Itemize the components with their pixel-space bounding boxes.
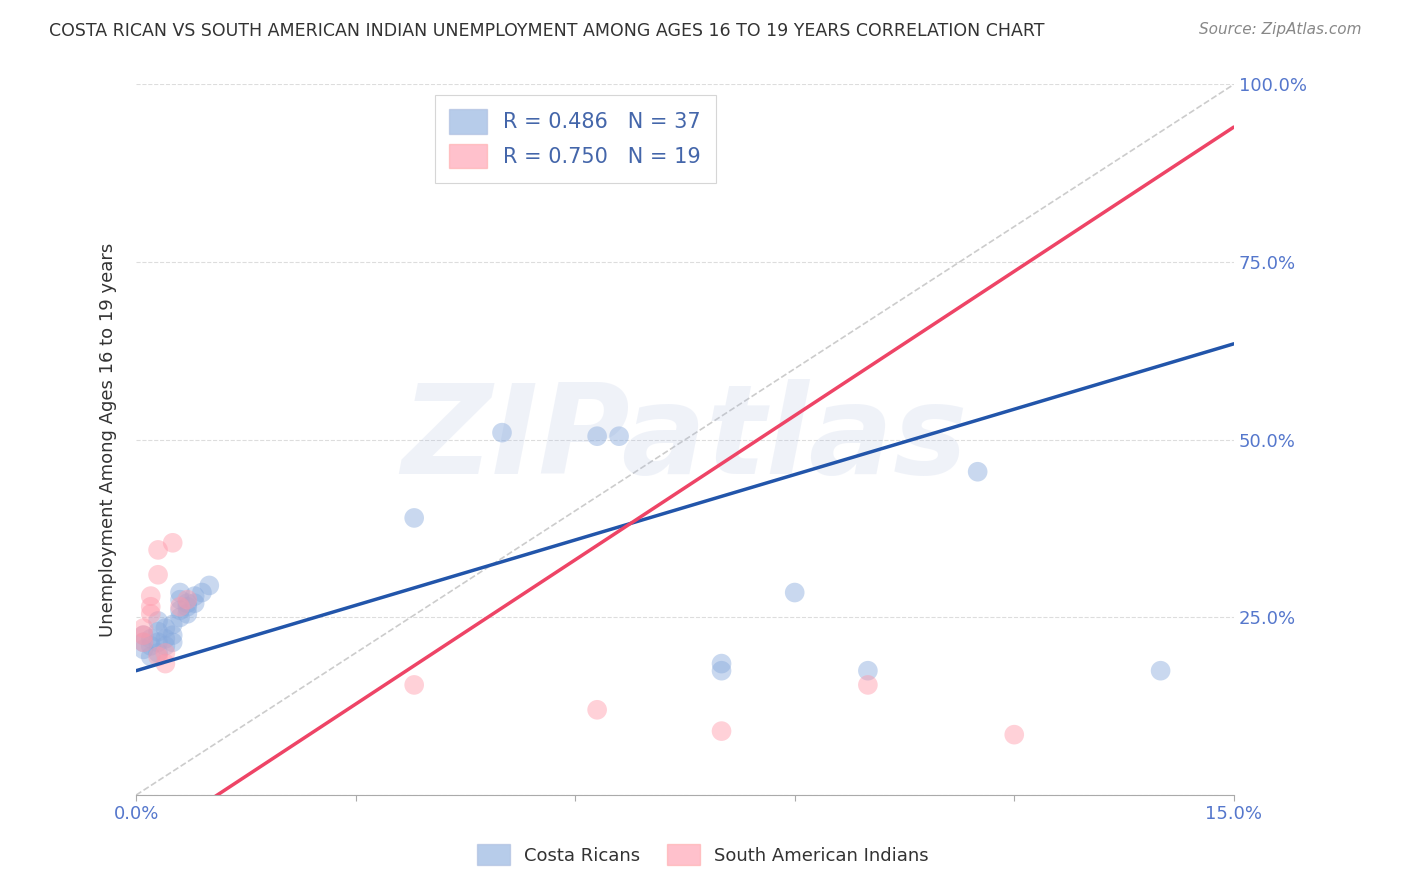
Point <box>155 657 177 671</box>
Point <box>586 429 609 443</box>
Legend: R = 0.486   N = 37, R = 0.750   N = 19: R = 0.486 N = 37, R = 0.750 N = 19 <box>434 95 716 183</box>
Point <box>162 635 184 649</box>
Point <box>146 649 169 664</box>
Point <box>710 664 733 678</box>
Point <box>146 646 169 660</box>
Point <box>146 614 169 628</box>
Y-axis label: Unemployment Among Ages 16 to 19 years: Unemployment Among Ages 16 to 19 years <box>100 243 117 637</box>
Point <box>404 678 426 692</box>
Point <box>176 599 198 614</box>
Point <box>132 642 155 657</box>
Point <box>155 621 177 635</box>
Point <box>132 628 155 642</box>
Point <box>169 603 191 617</box>
Point <box>146 624 169 639</box>
Point <box>1149 664 1171 678</box>
Point <box>183 596 205 610</box>
Point <box>139 649 162 664</box>
Point <box>139 599 162 614</box>
Point <box>146 567 169 582</box>
Point <box>710 657 733 671</box>
Point <box>856 678 879 692</box>
Point <box>198 578 221 592</box>
Point <box>132 635 155 649</box>
Point <box>966 465 988 479</box>
Point <box>132 628 155 642</box>
Point <box>139 632 162 646</box>
Point <box>710 724 733 739</box>
Point <box>139 607 162 621</box>
Point <box>155 639 177 653</box>
Point <box>1002 728 1025 742</box>
Point <box>191 585 214 599</box>
Point <box>176 607 198 621</box>
Point <box>491 425 513 440</box>
Point <box>139 589 162 603</box>
Text: COSTA RICAN VS SOUTH AMERICAN INDIAN UNEMPLOYMENT AMONG AGES 16 TO 19 YEARS CORR: COSTA RICAN VS SOUTH AMERICAN INDIAN UNE… <box>49 22 1045 40</box>
Text: ZIPatlas: ZIPatlas <box>402 379 969 500</box>
Point <box>146 542 169 557</box>
Point <box>783 585 806 599</box>
Point <box>586 703 609 717</box>
Point <box>169 592 191 607</box>
Point <box>404 511 426 525</box>
Point <box>132 635 155 649</box>
Point <box>169 585 191 599</box>
Point <box>176 592 198 607</box>
Point <box>169 599 191 614</box>
Point <box>155 632 177 646</box>
Text: Source: ZipAtlas.com: Source: ZipAtlas.com <box>1198 22 1361 37</box>
Point <box>176 596 198 610</box>
Point <box>856 664 879 678</box>
Point <box>132 621 155 635</box>
Point <box>162 617 184 632</box>
Point <box>607 429 630 443</box>
Legend: Costa Ricans, South American Indians: Costa Ricans, South American Indians <box>468 835 938 874</box>
Point <box>183 589 205 603</box>
Point <box>162 536 184 550</box>
Point <box>139 639 162 653</box>
Point <box>162 628 184 642</box>
Point <box>155 646 177 660</box>
Point <box>169 610 191 624</box>
Point <box>146 635 169 649</box>
